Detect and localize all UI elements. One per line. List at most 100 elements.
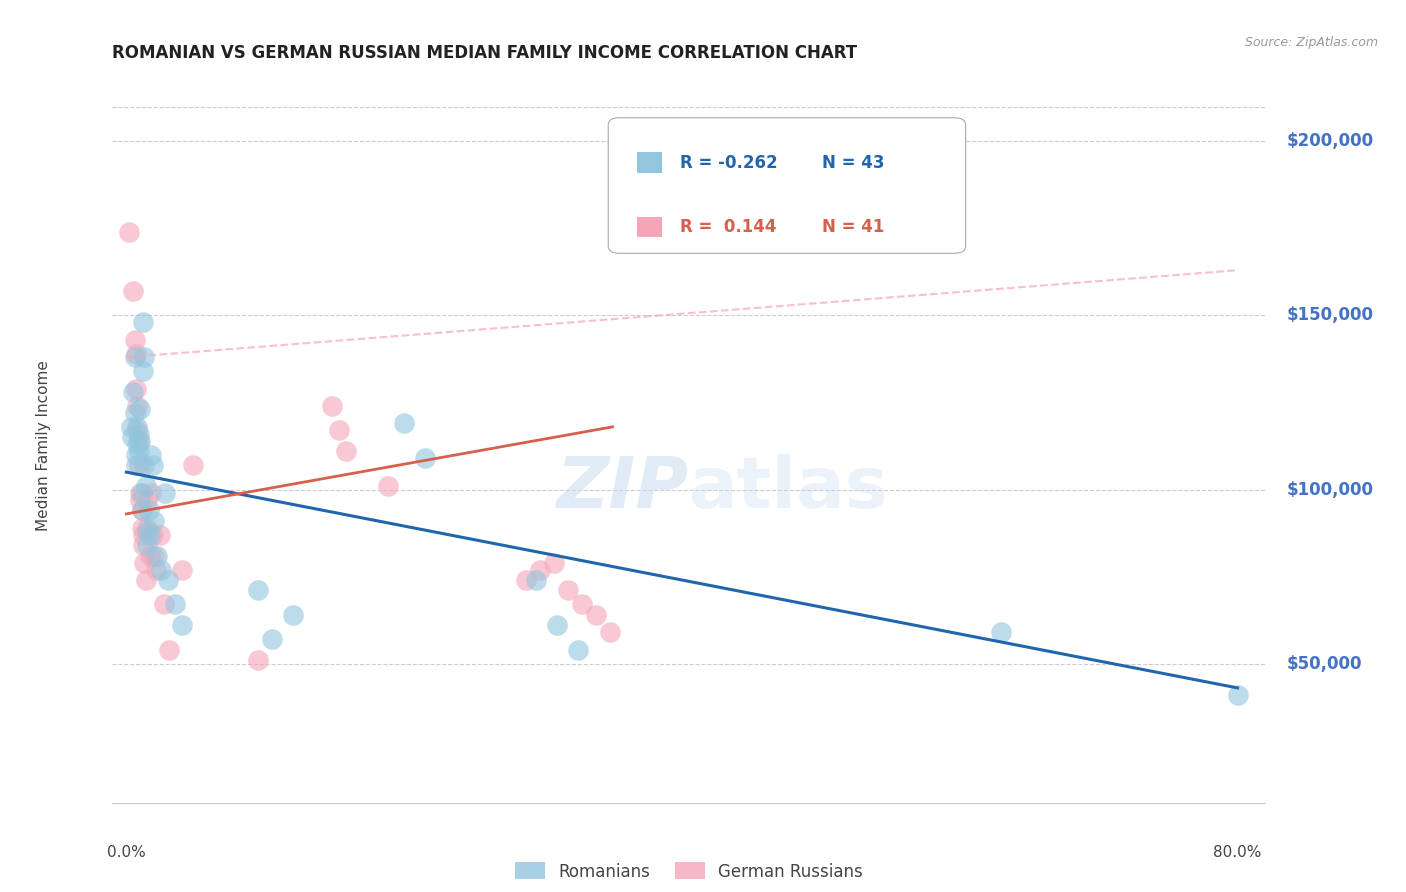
Point	[557, 583, 579, 598]
Point	[132, 315, 155, 329]
Point	[524, 573, 547, 587]
Point	[546, 618, 568, 632]
Point	[149, 528, 172, 542]
Text: N = 43: N = 43	[821, 153, 884, 171]
Point	[247, 583, 270, 598]
Point	[125, 382, 148, 396]
Point	[125, 458, 148, 472]
Point	[247, 653, 270, 667]
Text: $200,000: $200,000	[1286, 132, 1374, 151]
Text: Median Family Income: Median Family Income	[35, 360, 51, 532]
Point	[155, 486, 177, 500]
Point	[124, 350, 146, 364]
Point	[142, 528, 165, 542]
Point	[131, 521, 153, 535]
Point	[143, 514, 166, 528]
Point	[120, 420, 142, 434]
Legend: Romanians, German Russians: Romanians, German Russians	[508, 855, 870, 888]
Point	[128, 444, 150, 458]
Point	[132, 538, 155, 552]
Point	[135, 479, 157, 493]
Point	[122, 385, 145, 400]
Point	[138, 503, 160, 517]
Point	[567, 642, 589, 657]
Point	[157, 573, 180, 587]
Point	[1226, 688, 1249, 702]
Text: 80.0%: 80.0%	[1213, 845, 1261, 860]
FancyBboxPatch shape	[637, 153, 662, 173]
Point	[129, 486, 152, 500]
Point	[585, 607, 607, 622]
Point	[153, 598, 176, 612]
Point	[129, 402, 152, 417]
Point	[141, 486, 163, 500]
Text: Source: ZipAtlas.com: Source: ZipAtlas.com	[1244, 36, 1378, 49]
Point	[990, 625, 1012, 640]
Point	[141, 448, 163, 462]
Point	[599, 625, 621, 640]
Point	[134, 458, 156, 472]
Point	[529, 563, 551, 577]
Point	[142, 458, 165, 472]
Point	[136, 492, 159, 507]
Text: 0.0%: 0.0%	[107, 845, 146, 860]
Point	[170, 618, 193, 632]
Point	[328, 423, 350, 437]
Point	[131, 486, 153, 500]
Point	[136, 538, 159, 552]
Point	[136, 524, 159, 539]
Point	[181, 458, 204, 472]
Point	[131, 503, 153, 517]
Point	[122, 284, 145, 298]
Point	[335, 444, 357, 458]
Point	[128, 434, 150, 448]
Point	[392, 417, 415, 431]
Point	[146, 549, 169, 563]
Point	[163, 598, 186, 612]
Text: R = -0.262: R = -0.262	[679, 153, 778, 171]
Point	[145, 563, 167, 577]
Point	[281, 607, 304, 622]
Point	[139, 528, 162, 542]
Point	[136, 521, 159, 535]
Point	[127, 423, 149, 437]
Point	[129, 434, 152, 448]
Point	[150, 563, 173, 577]
Point	[134, 556, 156, 570]
Point	[515, 573, 537, 587]
Text: $50,000: $50,000	[1286, 655, 1362, 673]
Point	[170, 563, 193, 577]
Point	[262, 632, 284, 647]
Text: N = 41: N = 41	[821, 218, 884, 235]
Point	[129, 492, 152, 507]
Point	[131, 503, 153, 517]
Point	[139, 549, 162, 563]
Point	[543, 556, 565, 570]
Point	[124, 333, 146, 347]
Point	[413, 451, 436, 466]
Point	[125, 448, 148, 462]
Point	[118, 225, 141, 239]
Point	[124, 406, 146, 420]
Text: ZIP: ZIP	[557, 454, 689, 524]
Text: $100,000: $100,000	[1286, 481, 1374, 499]
Text: R =  0.144: R = 0.144	[679, 218, 776, 235]
Point	[127, 437, 149, 451]
Point	[125, 347, 148, 361]
Point	[321, 399, 343, 413]
Point	[377, 479, 399, 493]
Point	[127, 399, 149, 413]
Point	[121, 430, 143, 444]
Point	[143, 549, 166, 563]
Point	[159, 642, 181, 657]
FancyBboxPatch shape	[637, 217, 662, 237]
Point	[128, 458, 150, 472]
Text: $150,000: $150,000	[1286, 307, 1374, 325]
Point	[571, 598, 593, 612]
Text: atlas: atlas	[689, 454, 889, 524]
Point	[134, 350, 156, 364]
Point	[135, 573, 157, 587]
FancyBboxPatch shape	[609, 118, 966, 253]
Text: ROMANIAN VS GERMAN RUSSIAN MEDIAN FAMILY INCOME CORRELATION CHART: ROMANIAN VS GERMAN RUSSIAN MEDIAN FAMILY…	[112, 45, 858, 62]
Point	[127, 420, 149, 434]
